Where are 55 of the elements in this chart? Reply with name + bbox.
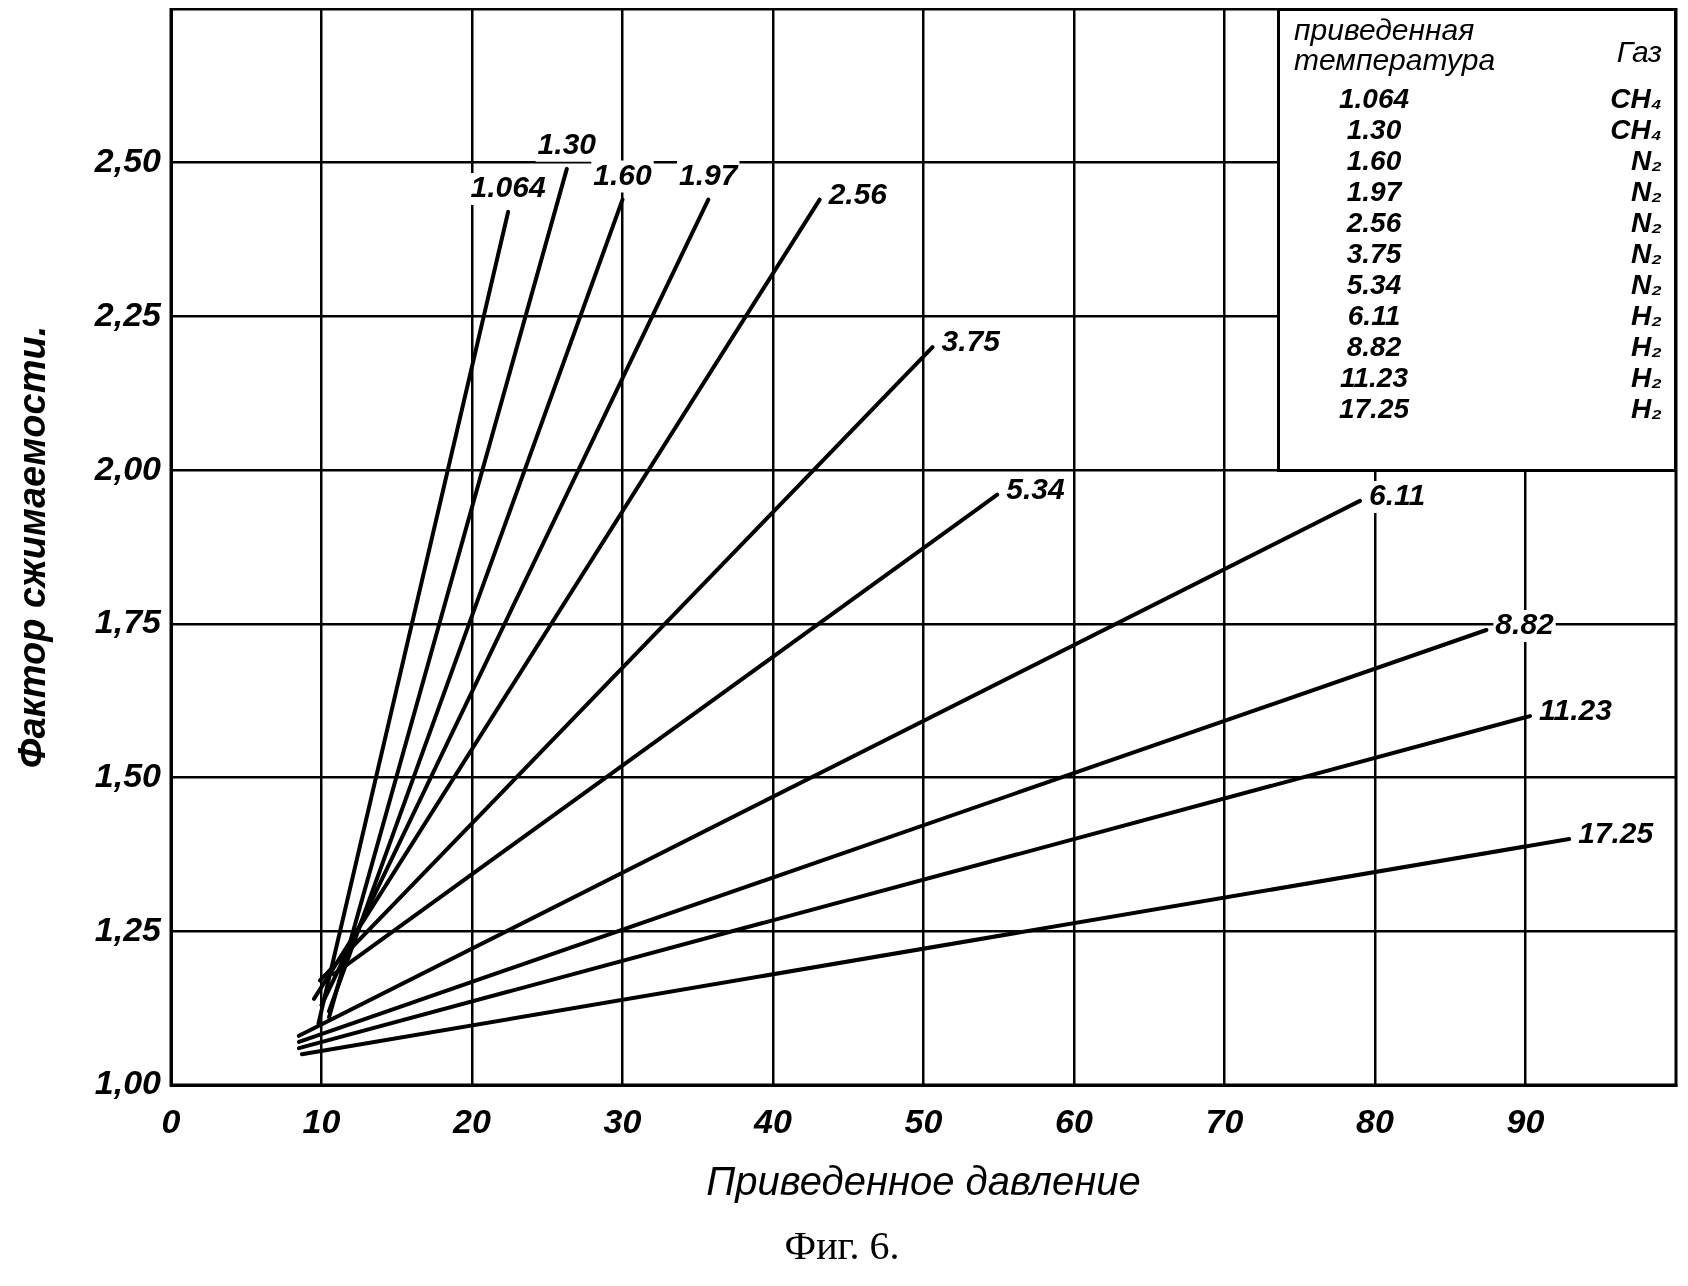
series-label: 1.064 (470, 170, 546, 204)
x-tick-label: 90 (1506, 1101, 1545, 1140)
text: 1.064 (1338, 82, 1410, 114)
y-tick-label: 2,00 (93, 448, 162, 487)
annotation: N₂ (1631, 237, 1662, 270)
text: 8.82 (1346, 330, 1402, 362)
x-tick-label: 30 (603, 1101, 642, 1140)
text: 6.11 (1347, 299, 1401, 331)
series-label: 17.25 (1578, 816, 1655, 850)
annotation: H₂ (1631, 299, 1662, 332)
x-tick-label: 40 (753, 1101, 792, 1140)
text: Фиг. 6. (784, 1222, 900, 1268)
annotation: H₂ (1631, 392, 1662, 425)
text: 3.75 (1346, 237, 1402, 269)
y-tick-label: 2,50 (93, 141, 162, 180)
text: 5.34 (1346, 268, 1402, 300)
annotation: N₂ (1631, 144, 1662, 177)
y-axis-title: Фактор сжимаемости. (11, 325, 54, 769)
annotation: CH₄ (1610, 82, 1662, 115)
x-tick-label: 80 (1356, 1101, 1394, 1140)
annotation: CH₄ (1610, 113, 1662, 146)
series-label: 8.82 (1495, 607, 1555, 641)
x-tick-label: 10 (302, 1101, 341, 1140)
x-tick-label: 60 (1055, 1101, 1093, 1140)
text: 11.23 (1340, 361, 1408, 393)
series-label: 6.11 (1368, 478, 1426, 512)
legend-title: приведенная температура (1294, 13, 1497, 76)
text: 1.97 (1346, 175, 1402, 207)
x-tick-label: 50 (904, 1101, 943, 1140)
x-axis-title: Приведенное давление (706, 1159, 1141, 1204)
x-tick-label: 20 (452, 1101, 491, 1140)
annotation: H₂ (1631, 361, 1662, 394)
y-tick-label: 1,00 (94, 1063, 162, 1102)
y-tick-label: 1,25 (94, 909, 163, 948)
text: 1.30 (1346, 113, 1402, 145)
annotation: Газ (1616, 35, 1662, 70)
x-tick-label: 0 (161, 1101, 181, 1140)
series-label: 3.75 (941, 324, 1002, 358)
y-tick-label: 1,75 (94, 602, 163, 641)
y-tick-label: 1,50 (94, 755, 162, 794)
text: 1.60 (1346, 144, 1402, 176)
series-label: 1.97 (679, 157, 739, 191)
x-tick-label: 70 (1205, 1101, 1244, 1140)
annotation: N₂ (1631, 268, 1662, 301)
series-label: 1.60 (593, 157, 653, 191)
series-label: 1.30 (537, 127, 597, 161)
y-tick-label: 2,25 (93, 294, 163, 333)
series-label: 11.23 (1539, 693, 1613, 727)
annotation: N₂ (1631, 175, 1662, 208)
series-label: 2.56 (827, 176, 888, 210)
annotation: N₂ (1631, 206, 1662, 239)
series-label: 5.34 (1006, 472, 1065, 505)
text: 17.25 (1338, 392, 1410, 424)
annotation: H₂ (1631, 330, 1662, 363)
text: 2.56 (1346, 206, 1402, 238)
